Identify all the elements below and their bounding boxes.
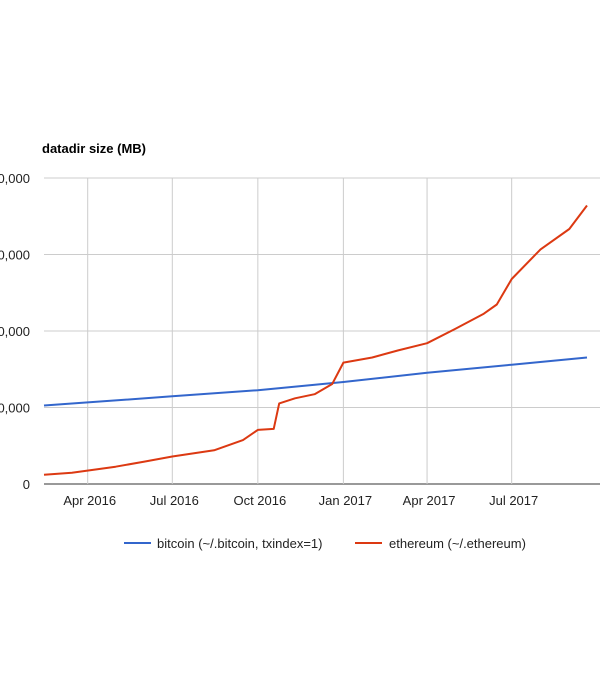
bitcoin-series-line: [43, 356, 588, 407]
x-tick-label: Jul 2017: [489, 493, 538, 508]
gridlines: [44, 177, 600, 485]
y-tick-label: 0: [23, 477, 30, 492]
legend: bitcoin (~/.bitcoin, txindex=1) ethereum …: [124, 536, 526, 551]
chart-title: datadir size (MB): [42, 141, 146, 156]
legend-label-bitcoin: bitcoin (~/.bitcoin, txindex=1): [157, 536, 322, 551]
y-axis-ticks: 0 0,000 0,000 0,000 0,000: [0, 171, 30, 492]
x-tick-label: Jul 2016: [150, 493, 199, 508]
y-tick-label: 0,000: [0, 324, 30, 339]
x-tick-label: Oct 2016: [233, 493, 286, 508]
y-tick-label: 0,000: [0, 171, 30, 186]
ethereum-series-line: [43, 204, 588, 476]
y-tick-label: 0,000: [0, 248, 30, 263]
x-tick-label: Apr 2017: [403, 493, 456, 508]
legend-label-ethereum: ethereum (~/.ethereum): [389, 536, 526, 551]
y-tick-label: 0,000: [0, 401, 30, 416]
x-tick-label: Jan 2017: [319, 493, 373, 508]
x-axis-ticks: Apr 2016 Jul 2016 Oct 2016 Jan 2017 Apr 2017…: [63, 493, 538, 508]
series-lines: [43, 204, 588, 476]
x-tick-label: Apr 2016: [63, 493, 116, 508]
